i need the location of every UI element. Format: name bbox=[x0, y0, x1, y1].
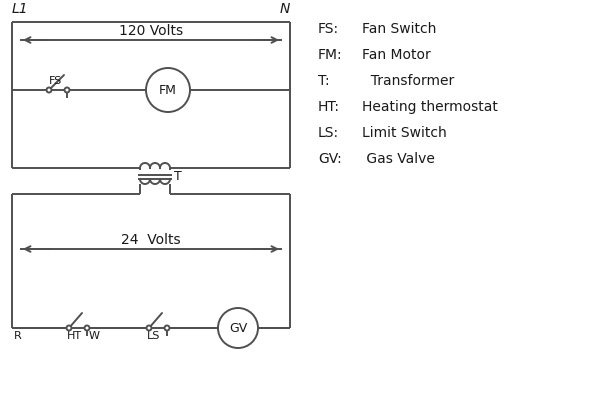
Text: Limit Switch: Limit Switch bbox=[362, 126, 447, 140]
Text: GV:: GV: bbox=[318, 152, 342, 166]
Circle shape bbox=[218, 308, 258, 348]
Circle shape bbox=[165, 326, 169, 330]
Circle shape bbox=[146, 68, 190, 112]
Text: LS:: LS: bbox=[318, 126, 339, 140]
Text: T:: T: bbox=[318, 74, 330, 88]
Text: Fan Switch: Fan Switch bbox=[362, 22, 437, 36]
Circle shape bbox=[146, 326, 152, 330]
Text: GV: GV bbox=[229, 322, 247, 334]
Text: 24  Volts: 24 Volts bbox=[121, 233, 181, 247]
Text: FS: FS bbox=[49, 76, 63, 86]
Text: T: T bbox=[174, 170, 182, 184]
Text: Heating thermostat: Heating thermostat bbox=[362, 100, 498, 114]
Text: W: W bbox=[89, 331, 100, 341]
Text: N: N bbox=[280, 2, 290, 16]
Text: HT:: HT: bbox=[318, 100, 340, 114]
Circle shape bbox=[67, 326, 71, 330]
Text: L1: L1 bbox=[12, 2, 29, 16]
Circle shape bbox=[64, 88, 70, 92]
Text: Transformer: Transformer bbox=[362, 74, 454, 88]
Text: Fan Motor: Fan Motor bbox=[362, 48, 431, 62]
Text: FS:: FS: bbox=[318, 22, 339, 36]
Circle shape bbox=[84, 326, 90, 330]
Text: LS: LS bbox=[148, 331, 160, 341]
Text: HT: HT bbox=[67, 331, 81, 341]
Text: Gas Valve: Gas Valve bbox=[362, 152, 435, 166]
Text: FM:: FM: bbox=[318, 48, 343, 62]
Circle shape bbox=[47, 88, 51, 92]
Text: 120 Volts: 120 Volts bbox=[119, 24, 183, 38]
Text: R: R bbox=[14, 331, 22, 341]
Text: FM: FM bbox=[159, 84, 177, 96]
